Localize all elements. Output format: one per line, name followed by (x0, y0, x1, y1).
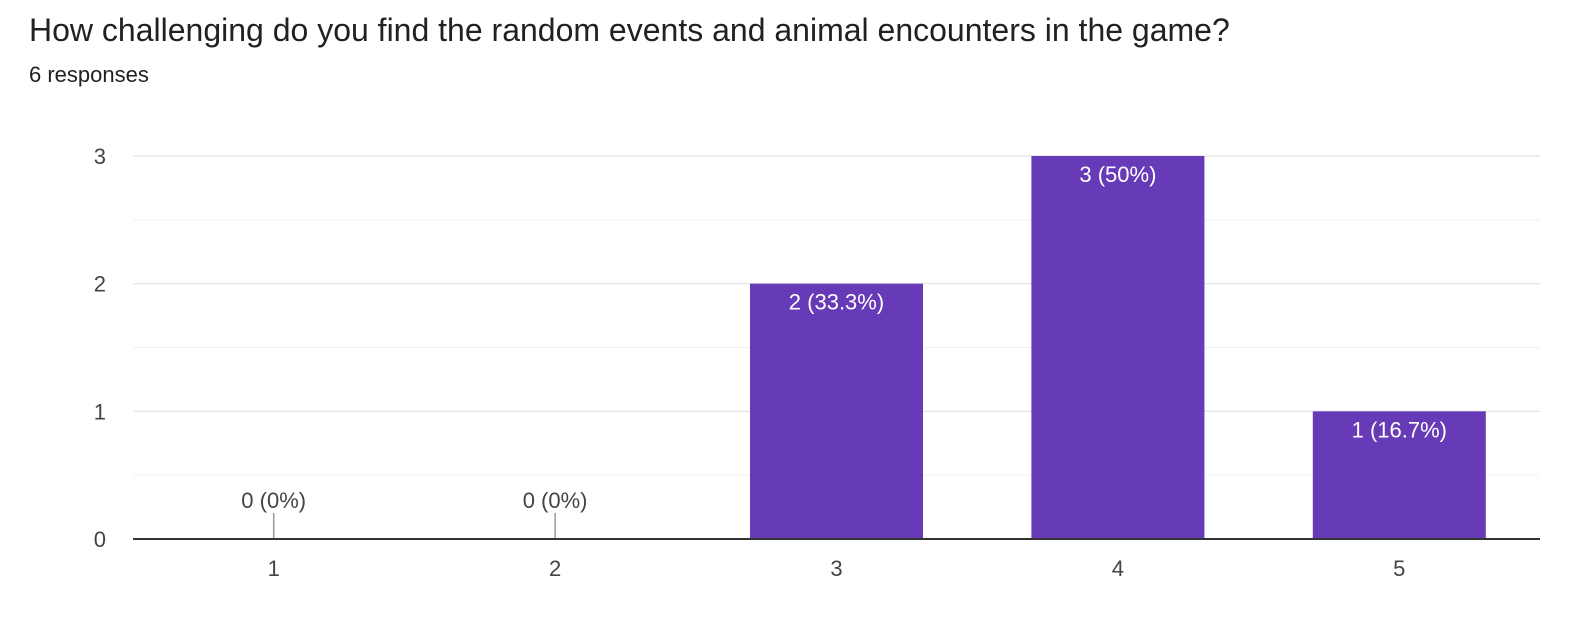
y-tick-label: 2 (94, 272, 106, 297)
bar-4 (1031, 156, 1205, 539)
x-tick-label-3: 3 (830, 556, 842, 581)
x-tick-label-2: 2 (549, 556, 561, 581)
bar-label-5: 1 (16.7%) (1352, 417, 1447, 442)
bar-label-2: 0 (0%) (523, 488, 588, 513)
response-count: 6 responses (29, 62, 149, 87)
bar-label-3: 2 (33.3%) (789, 290, 884, 315)
x-tick-label-4: 4 (1112, 556, 1124, 581)
bar-layer: 0 (0%) 0 (0%) 2 (33.3%) 3 (50%) 1 (16.7%) (241, 156, 1486, 539)
x-tick-label-5: 5 (1393, 556, 1405, 581)
y-axis: 0 1 2 3 (94, 144, 106, 552)
question-title: How challenging do you find the random e… (29, 12, 1230, 48)
y-tick-label: 0 (94, 527, 106, 552)
bar-label-1: 0 (0%) (241, 488, 306, 513)
x-tick-label-1: 1 (268, 556, 280, 581)
bar-3 (750, 283, 923, 539)
bar-label-4: 3 (50%) (1079, 162, 1156, 187)
bar-5 (1312, 411, 1486, 539)
x-axis: 1 2 3 4 5 (133, 538, 1540, 581)
y-tick-label: 3 (94, 144, 106, 169)
y-tick-label: 1 (94, 399, 106, 424)
